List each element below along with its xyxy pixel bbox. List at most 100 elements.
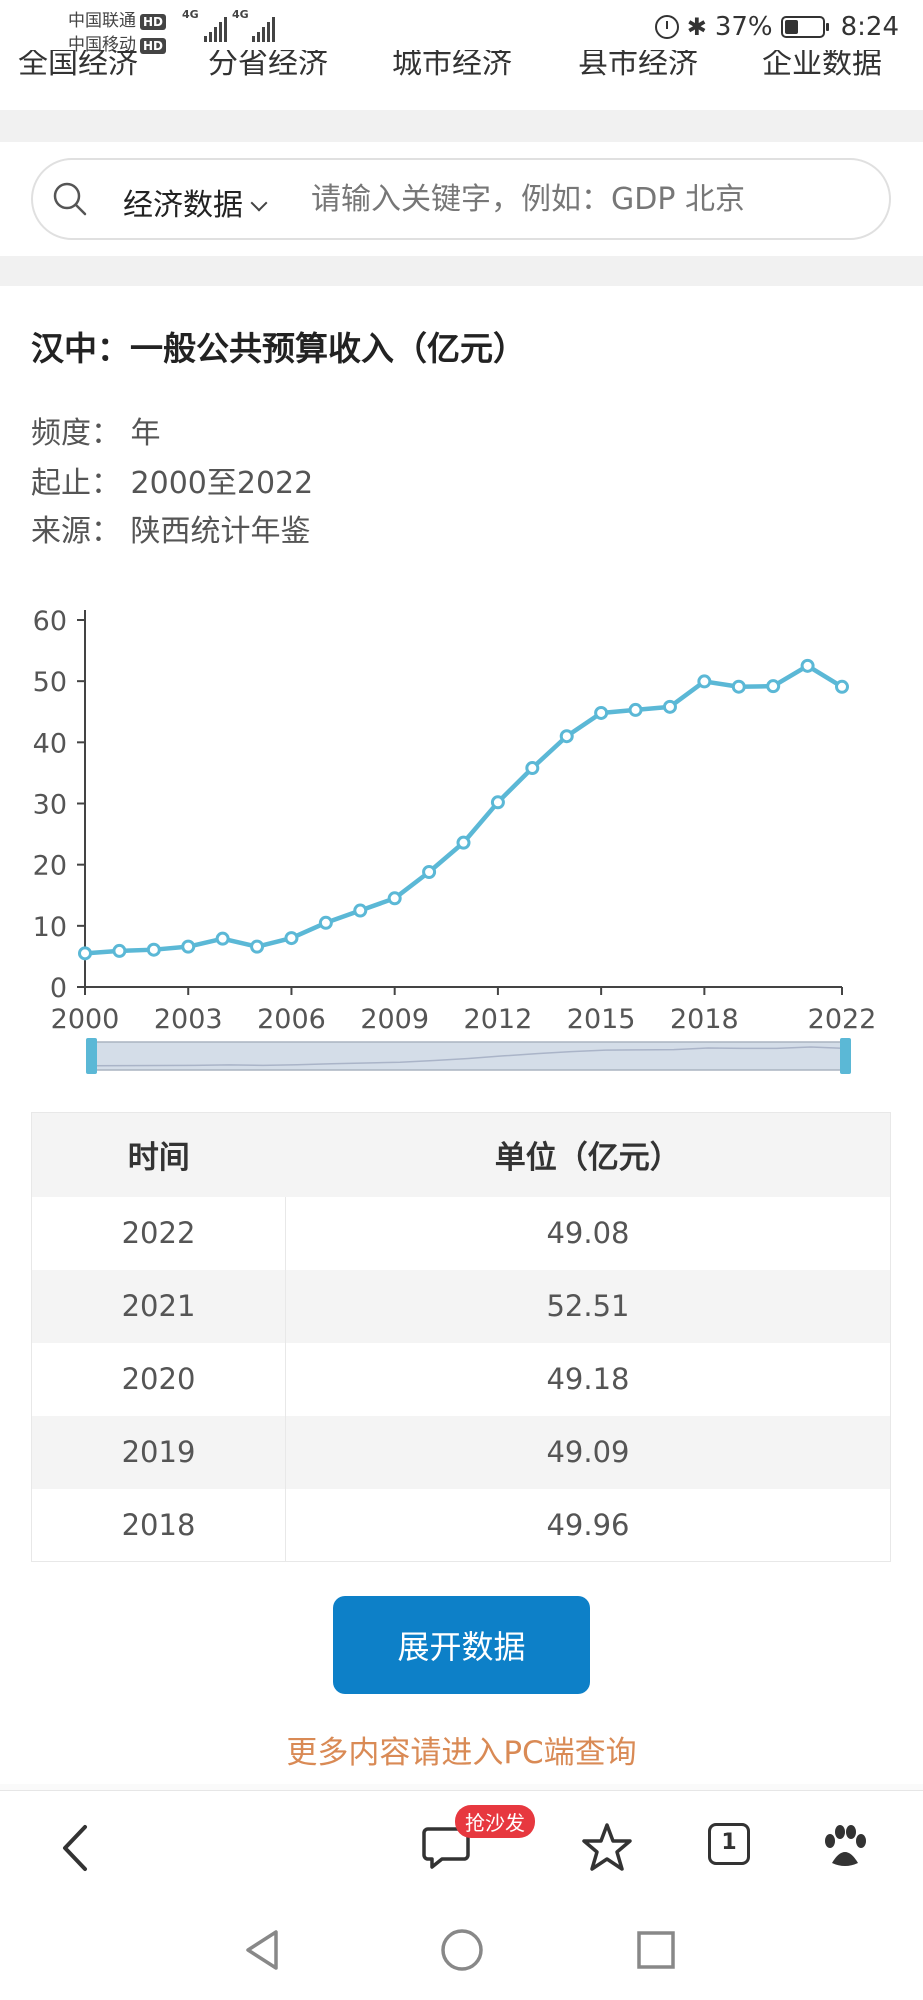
data-point (559, 729, 574, 744)
top-nav-item[interactable]: 城市经济 (392, 46, 512, 80)
data-point (181, 939, 196, 954)
x-tick-label: 2000 (51, 1004, 120, 1035)
zoom-handle-left[interactable] (86, 1038, 97, 1074)
top-nav-item[interactable]: 企业数据 (762, 46, 882, 80)
chevron-down-icon (250, 194, 268, 212)
meta-range: 起止： 2000至2022 (31, 466, 314, 501)
table-header-row: 时间 单位（亿元） (31, 1112, 891, 1197)
y-tick-label: 20 (33, 851, 67, 882)
tab-count: 1 (721, 1830, 737, 1855)
divider (0, 1784, 923, 1790)
y-tick-label: 40 (33, 728, 67, 759)
pc-version-link[interactable]: 更多内容请进入PC端查询 (286, 1735, 637, 1771)
cell-year: 2020 (31, 1342, 286, 1416)
data-point (835, 679, 849, 694)
data-point (731, 679, 746, 694)
y-tick-label: 30 (33, 790, 67, 821)
divider (0, 256, 923, 286)
y-tick-label: 50 (33, 667, 67, 698)
status-right: ✱ 37% 8:24 (654, 12, 899, 42)
data-point (78, 946, 92, 961)
search-category-label: 经济数据 (123, 188, 243, 223)
data-point (800, 658, 815, 673)
data-point (628, 702, 643, 717)
table-row: 2018 49.96 (31, 1488, 891, 1562)
data-point (766, 679, 781, 694)
data-point (525, 761, 540, 776)
x-tick-label: 2012 (464, 1004, 533, 1035)
system-nav-bar (0, 1900, 923, 2000)
cell-year: 2022 (31, 1196, 286, 1270)
x-tick-label: 2006 (257, 1004, 326, 1035)
table-row: 2019 49.09 (31, 1415, 891, 1489)
data-point (662, 699, 677, 714)
battery-icon (780, 16, 829, 38)
cell-year: 2018 (31, 1488, 286, 1562)
search-bar[interactable]: 经济数据 (31, 158, 891, 240)
star-icon[interactable] (580, 1821, 634, 1875)
paw-icon[interactable] (820, 1823, 870, 1871)
table-row: 2020 49.18 (31, 1342, 891, 1416)
cell-value: 49.18 (285, 1342, 891, 1416)
status-bar: 中国联通 HD 中国移动 HD 4G 4G ✱ 37% 8:24 (0, 0, 923, 55)
data-point (387, 891, 402, 906)
table-row: 2021 52.51 (31, 1269, 891, 1343)
data-point (456, 835, 471, 850)
search-input[interactable] (311, 177, 871, 221)
series-line (84, 663, 844, 956)
data-point (353, 903, 368, 918)
header-unit: 单位（亿元） (285, 1112, 891, 1197)
data-table: 时间 单位（亿元） 2022 49.08 2021 52.51 2020 49.18 … (31, 1112, 891, 1562)
y-tick-label: 60 (33, 606, 67, 637)
expand-data-button[interactable]: 展开数据 (333, 1596, 590, 1694)
meta-source: 来源： 陕西统计年鉴 (31, 514, 311, 549)
nav-home-icon[interactable] (440, 1928, 484, 1972)
signal-icon: 4G (182, 8, 227, 42)
x-tick-label: 2018 (670, 1004, 739, 1035)
nav-recents-icon[interactable] (636, 1930, 676, 1970)
zoom-slider-preview (91, 1046, 846, 1067)
zoom-handle-right[interactable] (840, 1038, 851, 1074)
signal-icon: 4G (232, 8, 275, 42)
data-point (594, 705, 609, 720)
y-tick-label: 0 (50, 973, 67, 1004)
data-point (318, 915, 333, 930)
bluetooth-icon: ✱ (686, 13, 707, 41)
search-category-dropdown[interactable]: 经济数据 (123, 180, 268, 224)
alarm-icon (654, 15, 679, 39)
cell-value: 52.51 (285, 1269, 891, 1343)
data-point (250, 939, 265, 954)
data-point (697, 674, 712, 689)
tabs-icon[interactable]: 1 (708, 1823, 750, 1865)
cell-value: 49.08 (285, 1196, 891, 1270)
divider (0, 110, 923, 142)
search-icon (53, 182, 87, 216)
cell-year: 2021 (31, 1269, 286, 1343)
top-nav-item[interactable]: 全国经济 (18, 46, 138, 80)
data-point (490, 795, 505, 810)
battery-percent: 37% (714, 12, 773, 42)
cell-year: 2019 (31, 1415, 286, 1489)
x-tick-label: 2022 (808, 1004, 877, 1035)
x-tick-label: 2015 (567, 1004, 636, 1035)
comment-badge: 抢沙发 (455, 1805, 535, 1838)
top-nav: 全国经济 分省经济 城市经济 县市经济 企业数据 (0, 30, 923, 80)
x-tick-label: 2003 (154, 1004, 223, 1035)
data-point (112, 943, 127, 958)
carrier-1: 中国联通 HD (68, 6, 167, 31)
data-point (284, 931, 299, 946)
top-nav-item[interactable]: 县市经济 (578, 46, 698, 80)
carrier-2: 中国移动 HD (68, 30, 167, 55)
page-title: 汉中：一般公共预算收入（亿元） (31, 329, 526, 368)
nav-back-icon[interactable] (242, 1928, 282, 1972)
browser-toolbar: 抢沙发 1 (0, 1790, 923, 1900)
header-time: 时间 (31, 1112, 286, 1197)
cell-value: 49.09 (285, 1415, 891, 1489)
clock: 8:24 (840, 12, 899, 42)
line-chart[interactable]: 0 10 20 30 40 50 60 2000 2003 2006 2009 2012 2015 201… (0, 590, 923, 1090)
top-nav-item[interactable]: 分省经济 (208, 46, 328, 80)
data-point (422, 865, 437, 880)
cell-value: 49.96 (285, 1488, 891, 1562)
back-icon[interactable] (55, 1823, 95, 1873)
data-point (146, 942, 161, 957)
